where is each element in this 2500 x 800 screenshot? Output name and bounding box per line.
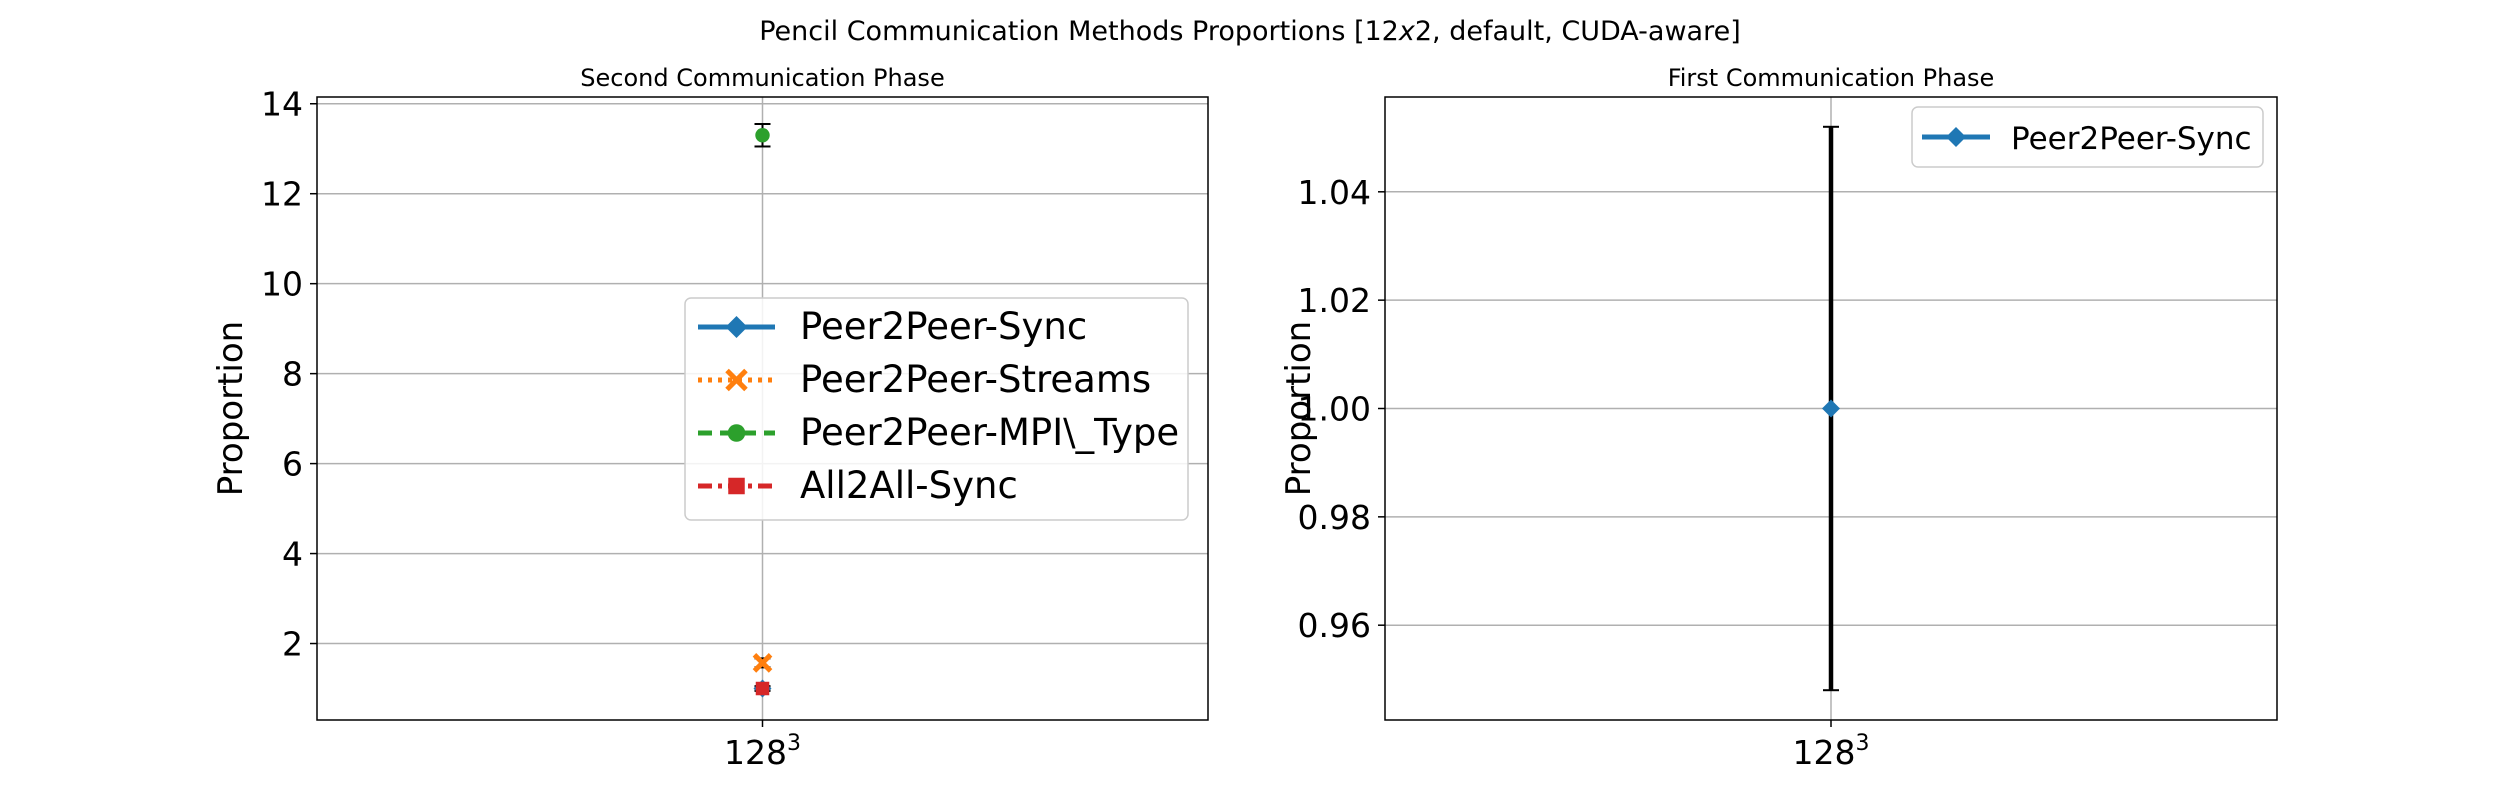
legend-label: Peer2Peer-Sync xyxy=(800,305,1087,348)
legend-label: All2All-Sync xyxy=(800,464,1018,507)
y-tick-label: 4 xyxy=(282,535,303,574)
y-tick-label: 1.00 xyxy=(1298,390,1371,429)
y-tick-label: 2 xyxy=(282,625,303,664)
y-tick-label: 1.04 xyxy=(1298,173,1371,212)
y-tick-label: 10 xyxy=(261,265,303,304)
y-tick-label: 8 xyxy=(282,355,303,394)
data-point xyxy=(1822,399,1840,418)
y-tick-label: 0.98 xyxy=(1298,498,1371,537)
figure-suptitle: Pencil Communication Methods Proportions… xyxy=(759,16,1741,47)
legend-box xyxy=(1911,106,2264,168)
legend-marker xyxy=(725,368,748,392)
legend-label: Peer2Peer-Streams xyxy=(800,358,1151,401)
y-axis-label: Proportion xyxy=(211,321,251,496)
y-tick-label: 14 xyxy=(261,85,303,124)
y-axis-label: Proportion xyxy=(1279,321,1319,496)
legend-marker xyxy=(725,316,748,338)
y-tick-label: 1.02 xyxy=(1298,281,1371,320)
axes-title: Second Communication Phase xyxy=(580,64,944,92)
legend-label: Peer2Peer-Sync xyxy=(2011,121,2252,157)
y-tick-label: 6 xyxy=(282,445,303,484)
data-point xyxy=(755,128,770,143)
x-tick-label: 1283 xyxy=(1793,731,1870,772)
legend-label: Peer2Peer-MPI\_Type xyxy=(800,411,1179,454)
x-tick-label: 1283 xyxy=(724,731,801,772)
panel-first-phase: 0.96 0.98 1.00 1.02 1.04 1283 First Communicat… xyxy=(1279,64,2278,772)
y-tick-label: 0.96 xyxy=(1298,606,1371,645)
legend-marker xyxy=(727,424,746,442)
legend-box xyxy=(684,297,1189,521)
legend-marker xyxy=(728,477,745,495)
legend-marker xyxy=(1946,127,1966,147)
panel-second-phase: 2 4 6 8 10 12 14 1283 Second Communication Phase… xyxy=(211,64,1209,772)
axes-title: First Communication Phase xyxy=(1668,64,1995,92)
y-tick-label: 12 xyxy=(261,175,303,214)
data-point xyxy=(755,681,770,696)
data-point xyxy=(752,653,773,673)
